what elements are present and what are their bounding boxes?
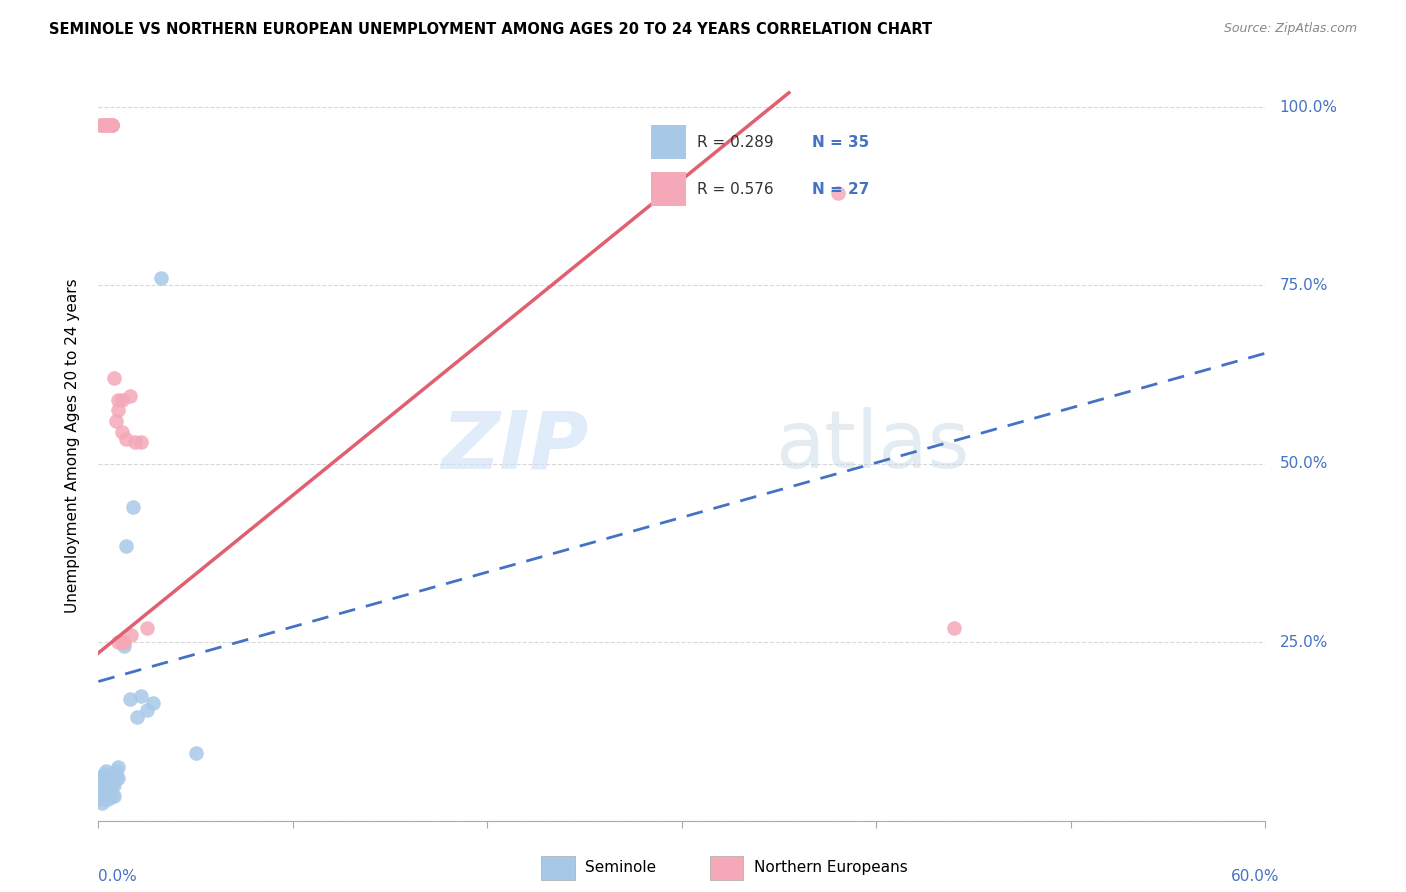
Y-axis label: Unemployment Among Ages 20 to 24 years: Unemployment Among Ages 20 to 24 years [65, 278, 80, 614]
Text: 100.0%: 100.0% [1279, 100, 1337, 114]
Text: 25.0%: 25.0% [1279, 635, 1327, 649]
Point [96, 764, 118, 778]
Point [93, 118, 115, 132]
Point [103, 789, 125, 803]
Point [107, 403, 129, 417]
Text: Seminole: Seminole [585, 861, 657, 875]
Point [129, 689, 152, 703]
Text: 75.0%: 75.0% [1279, 278, 1327, 293]
Point [89, 771, 111, 785]
Point [96, 789, 118, 803]
Point [943, 621, 966, 635]
Point [107, 760, 129, 774]
Point [89, 792, 111, 806]
Point [101, 118, 124, 132]
Text: Source: ZipAtlas.com: Source: ZipAtlas.com [1223, 22, 1357, 36]
Point [122, 500, 145, 514]
Text: 50.0%: 50.0% [1279, 457, 1327, 471]
Text: ZIP: ZIP [441, 407, 589, 485]
Point [118, 692, 141, 706]
Point [98, 118, 121, 132]
Point [91, 785, 114, 799]
Point [91, 796, 114, 810]
Point [97, 118, 120, 132]
Point [149, 271, 172, 285]
Point [89, 118, 111, 132]
Point [104, 764, 127, 778]
Text: 60.0%: 60.0% [1230, 870, 1279, 884]
Point [104, 771, 127, 785]
Point [827, 186, 849, 200]
Point [121, 628, 143, 642]
Point [112, 639, 135, 653]
Text: 0.0%: 0.0% [98, 870, 138, 884]
Point [118, 389, 141, 403]
Point [111, 392, 134, 407]
Point [93, 792, 115, 806]
Point [114, 432, 136, 446]
Point [101, 118, 124, 132]
Point [93, 778, 115, 792]
Bar [651, 172, 686, 206]
Point [101, 778, 124, 792]
Point [111, 635, 134, 649]
Point [107, 635, 129, 649]
Point [96, 118, 118, 132]
Point [89, 781, 111, 796]
Point [97, 781, 120, 796]
Point [112, 635, 135, 649]
Text: atlas: atlas [775, 407, 970, 485]
Bar [710, 856, 744, 880]
Point [98, 774, 121, 789]
Point [101, 118, 124, 132]
Point [114, 539, 136, 553]
Point [103, 371, 125, 385]
Point [97, 771, 120, 785]
Point [91, 118, 114, 132]
Point [142, 696, 165, 710]
Point [103, 778, 125, 792]
Point [127, 710, 149, 724]
Point [101, 118, 124, 132]
Text: SEMINOLE VS NORTHERN EUROPEAN UNEMPLOYMENT AMONG AGES 20 TO 24 YEARS CORRELATION: SEMINOLE VS NORTHERN EUROPEAN UNEMPLOYME… [49, 22, 932, 37]
Point [184, 746, 207, 760]
Point [97, 792, 120, 806]
Point [98, 785, 121, 799]
Point [124, 435, 146, 450]
Point [91, 774, 114, 789]
Text: R = 0.289: R = 0.289 [697, 135, 773, 150]
Text: Northern Europeans: Northern Europeans [754, 861, 907, 875]
Text: R = 0.576: R = 0.576 [697, 182, 773, 197]
Bar [541, 856, 575, 880]
Point [96, 778, 118, 792]
Point [136, 703, 159, 717]
Bar [651, 125, 686, 159]
Point [129, 435, 152, 450]
Text: N = 27: N = 27 [813, 182, 870, 197]
Point [107, 392, 129, 407]
Point [104, 414, 127, 428]
Point [136, 621, 159, 635]
Point [107, 771, 129, 785]
Point [101, 789, 124, 803]
Point [93, 767, 115, 781]
Text: N = 35: N = 35 [813, 135, 870, 150]
Point [111, 425, 134, 439]
